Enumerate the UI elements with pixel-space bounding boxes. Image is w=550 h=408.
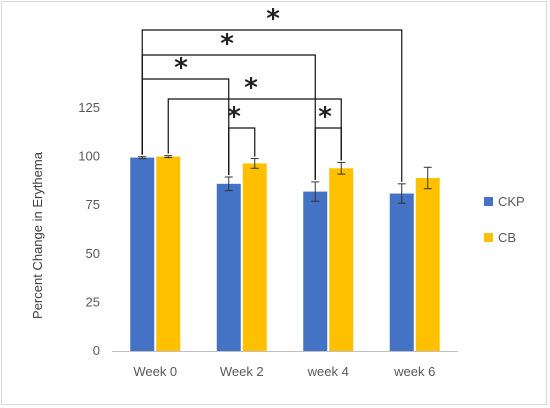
significance-bracket — [141, 78, 230, 176]
legend-label-cb: CB — [498, 230, 516, 245]
y-tick-label: 50 — [86, 246, 100, 261]
y-tick-label: 75 — [86, 197, 100, 212]
significance-star: * — [174, 53, 188, 83]
legend-swatch-ckp — [484, 197, 493, 206]
significance-star: * — [318, 102, 332, 132]
bar-cb-2 — [329, 168, 354, 351]
significance-bracket — [314, 127, 342, 180]
x-tick-label: week 4 — [307, 364, 349, 379]
x-tick-label: week 6 — [393, 364, 435, 379]
y-tick-label: 0 — [93, 343, 100, 358]
significance-star: * — [227, 102, 241, 132]
bar-ckp-2 — [303, 191, 328, 351]
x-tick-label: Week 2 — [220, 364, 264, 379]
significance-star: * — [266, 4, 280, 34]
bar-cb-0 — [156, 156, 181, 351]
bar-cb-1 — [242, 163, 267, 351]
x-tick-label: Week 0 — [133, 364, 177, 379]
bar-cb-3 — [415, 177, 440, 351]
y-axis-title: Percent Change in Erythema — [30, 151, 45, 319]
bar-ckp-3 — [389, 193, 414, 351]
legend-swatch-cb — [484, 233, 493, 242]
y-tick-label: 100 — [78, 149, 100, 164]
significance-star: * — [220, 29, 234, 59]
y-tick-label: 125 — [78, 100, 100, 115]
bar-ckp-1 — [216, 183, 241, 351]
y-tick-label: 25 — [86, 294, 100, 309]
bar-ckp-0 — [130, 157, 155, 351]
legend-label-ckp: CKP — [498, 194, 525, 209]
significance-bracket — [228, 127, 256, 176]
significance-star: * — [244, 73, 258, 103]
